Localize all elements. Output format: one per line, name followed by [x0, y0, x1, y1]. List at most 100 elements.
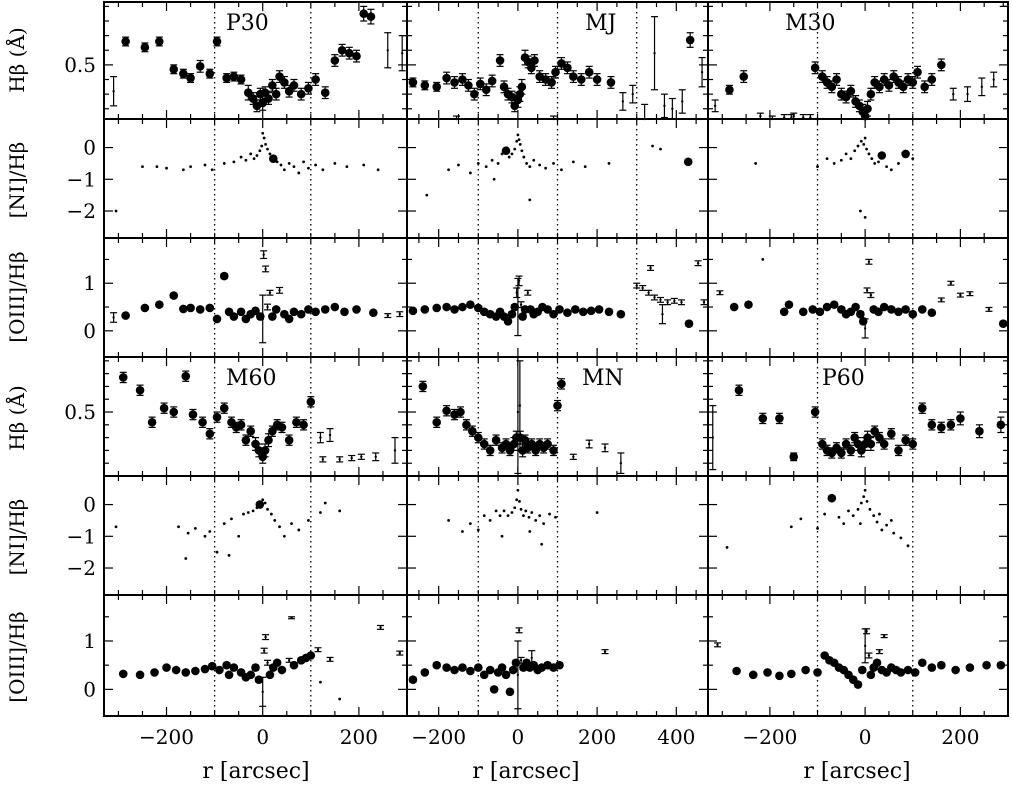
data-point: [162, 663, 171, 672]
data-point: [829, 300, 839, 309]
data-point: [473, 663, 483, 672]
data-point: [787, 669, 796, 679]
data-point-errorbar: [287, 659, 291, 662]
data-point-small: [362, 163, 366, 167]
subplot-ni-hbeta: 0 −1 −2: [67, 118, 408, 239]
subplot-hbeta: P60: [707, 356, 1009, 477]
data-point: [473, 433, 483, 442]
data-point-errorbar: [338, 458, 341, 461]
data-point: [530, 56, 539, 65]
data-point-small: [376, 168, 380, 172]
data-point-small: [538, 514, 542, 518]
data-point-small: [338, 509, 342, 513]
subplot-hbeta: 0.5 P30: [64, 1, 408, 120]
data-point-small: [307, 519, 310, 522]
data-point-small: [246, 511, 250, 514]
data-point: [846, 86, 856, 96]
data-point-small: [816, 526, 819, 530]
data-point: [937, 423, 946, 432]
data-point-errorbar: [647, 291, 650, 294]
data-point: [729, 302, 739, 312]
data-point-small: [302, 160, 305, 164]
data-point-small: [885, 165, 888, 169]
data-point-errorbar: [350, 456, 353, 460]
data-point: [222, 660, 231, 670]
data-point-errorbar: [278, 289, 281, 292]
data-point: [254, 446, 264, 455]
data-point-small: [321, 168, 325, 172]
data-point-small: [258, 149, 262, 153]
data-point-small: [425, 193, 429, 197]
data-point: [275, 72, 284, 81]
data-point: [205, 69, 215, 78]
data-point-small: [522, 514, 525, 518]
data-point: [205, 429, 215, 439]
data-point-small: [515, 498, 519, 502]
subplot-oiii-hbeta: [707, 594, 1009, 717]
data-point: [901, 305, 910, 314]
data-point: [549, 446, 558, 455]
data-point: [150, 668, 159, 677]
data-point: [147, 417, 157, 427]
data-point: [271, 89, 281, 99]
data-point-errorbar: [716, 643, 719, 647]
data-point: [510, 302, 520, 312]
y-tick-label: 0: [83, 493, 96, 517]
subplot-oiii-hbeta: [406, 237, 709, 358]
data-point-small: [282, 534, 286, 538]
data-point: [191, 666, 200, 676]
data-point-errorbar: [379, 626, 382, 629]
data-point-errorbar: [261, 690, 264, 693]
data-point-small: [847, 509, 850, 513]
data-point: [229, 663, 239, 672]
xlabel-col-1: r [arcsec]: [202, 759, 309, 784]
data-point: [268, 312, 277, 321]
data-point: [450, 665, 459, 675]
y-tick-label: 1: [83, 271, 96, 295]
data-point: [198, 417, 207, 427]
data-point-small: [482, 514, 486, 518]
data-point: [366, 12, 376, 21]
data-point: [485, 446, 495, 455]
data-point-small: [516, 133, 520, 137]
data-point: [268, 81, 277, 90]
data-point: [908, 439, 918, 449]
data-point-errorbar: [316, 648, 320, 651]
data-point: [219, 403, 229, 413]
data-point: [299, 420, 308, 430]
data-point-errorbar: [653, 296, 656, 299]
data-point-small: [528, 165, 532, 169]
data-point-small: [863, 136, 867, 140]
data-point-errorbar: [587, 442, 591, 446]
data-point-small: [461, 530, 464, 533]
data-point: [304, 305, 313, 314]
data-point-small: [518, 142, 522, 146]
data-point-small: [278, 525, 281, 529]
data-point: [359, 9, 369, 18]
subplot-ni-hbeta: 0 −1 −2: [67, 475, 408, 596]
subplot-frame: [707, 118, 1009, 239]
data-point-small: [851, 514, 855, 518]
data-point: [155, 300, 164, 309]
data-point-small: [252, 157, 256, 161]
data-point-small: [517, 138, 521, 142]
data-point-small: [659, 147, 662, 151]
data-point-small: [319, 511, 322, 514]
data-point: [505, 446, 515, 455]
data-point-small: [476, 162, 480, 165]
data-point-errorbar: [603, 446, 607, 450]
data-point-errorbar: [393, 449, 397, 452]
data-point: [344, 48, 354, 58]
data-point: [817, 439, 827, 449]
data-point: [280, 78, 289, 87]
data-point: [827, 82, 837, 92]
data-point-errorbar: [869, 293, 873, 297]
data-point-errorbar: [792, 114, 795, 118]
data-point: [418, 382, 428, 391]
data-point-errorbar: [681, 100, 684, 103]
data-point-small: [842, 522, 846, 525]
data-point-small: [307, 166, 310, 170]
data-point: [866, 670, 876, 680]
data-point-small: [816, 165, 819, 169]
data-point: [798, 307, 808, 317]
